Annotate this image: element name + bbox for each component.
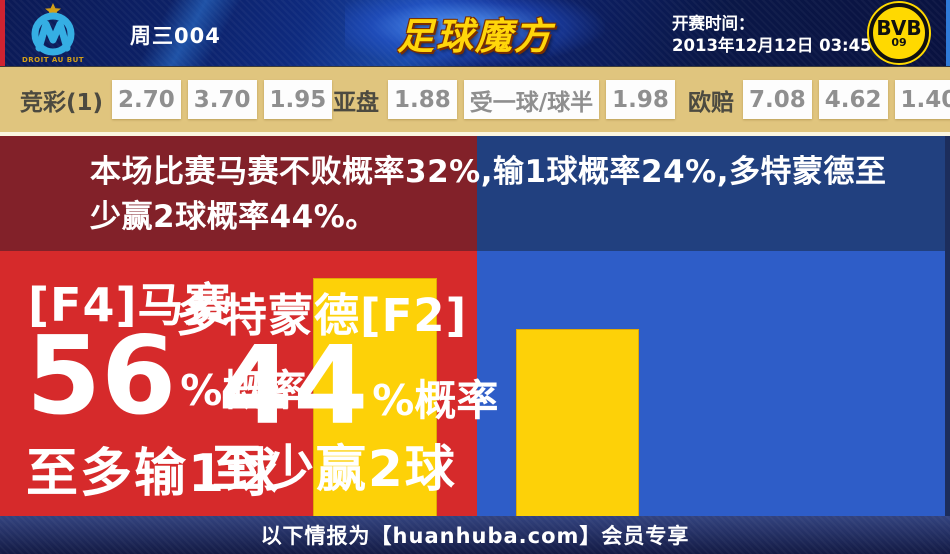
odds-value-jingcai-away: 1.95 — [264, 80, 333, 119]
content-area: 本场比赛马赛不败概率32%,输1球概率24%,多特蒙德至 少赢2球概率44%。 … — [0, 136, 950, 516]
odds-value-jingcai-home: 2.70 — [112, 80, 181, 119]
header-left-red-stripe — [0, 0, 5, 66]
marseille-motto: DROIT AU BUT — [22, 56, 84, 64]
odds-value-jingcai-draw: 3.70 — [188, 80, 257, 119]
odds-group-asian-handicap: 亚盘 1.88 受一球/球半 1.98 — [333, 67, 682, 132]
footer: 以下情报为【huanhuba.com】会员专享 — [0, 516, 950, 554]
away-percent-value: 44 — [218, 339, 368, 434]
odds-value-handicap-away: 1.98 — [606, 80, 675, 119]
odds-value-handicap-line: 受一球/球半 — [464, 80, 599, 119]
site-logo-text: 足球魔方 — [397, 6, 553, 60]
odds-label-asian-handicap: 亚盘 — [333, 83, 379, 117]
odds-value-european-draw: 4.62 — [819, 80, 888, 119]
odds-bar: 竞彩(1) 2.70 3.70 1.95 亚盘 1.88 受一球/球半 1.98… — [0, 67, 950, 132]
dortmund-crest-text: BVB — [876, 19, 921, 37]
summary-line-2: 少赢2球概率44%。 — [90, 195, 890, 240]
match-number-label: 周三004 — [130, 20, 221, 50]
away-probability-bar — [516, 329, 639, 516]
site-logo: 足球魔方 — [345, 0, 605, 66]
header-right-blue-stripe — [946, 0, 950, 66]
odds-label-jingcai: 竞彩(1) — [20, 83, 103, 117]
odds-value-handicap-home: 1.88 — [388, 80, 457, 119]
home-percent-value: 56 — [26, 329, 176, 424]
dortmund-crest-icon: BVB 09 — [869, 3, 929, 63]
footer-membership-text: 以下情报为【huanhuba.com】会员专享 — [261, 520, 690, 550]
kickoff-time: 开赛时间： 2013年12月12日 03:45 — [672, 13, 872, 57]
away-outcome-label: 至少赢2球 — [212, 429, 457, 501]
odds-value-european-away: 1.40 — [895, 80, 950, 119]
probability-panels: [F4]马赛 56 %概率 至多输1球 多特蒙德[F2] 44 %概率 至少赢2… — [0, 251, 950, 516]
kickoff-label: 开赛时间： — [672, 13, 872, 35]
odds-group-european: 欧赔 7.08 4.62 1.40 — [688, 67, 950, 132]
kickoff-datetime: 2013年12月12日 03:45 — [672, 35, 872, 57]
away-percent-row: 44 %概率 — [218, 339, 498, 434]
odds-group-jingcai: 竞彩(1) 2.70 3.70 1.95 — [20, 67, 339, 132]
summary-line-1: 本场比赛马赛不败概率32%,输1球概率24%,多特蒙德至 — [90, 150, 890, 195]
odds-value-european-home: 7.08 — [743, 80, 812, 119]
away-percent-suffix: %概率 — [372, 367, 498, 434]
dortmund-crest-year: 09 — [891, 37, 906, 48]
marseille-crest-icon: DROIT AU BUT — [16, 2, 90, 64]
right-edge-stripe — [945, 136, 950, 516]
match-summary-text: 本场比赛马赛不败概率32%,输1球概率24%,多特蒙德至 少赢2球概率44%。 — [90, 150, 890, 240]
header: DROIT AU BUT 周三004 足球魔方 开赛时间： 2013年12月12… — [0, 0, 950, 67]
odds-label-european: 欧赔 — [688, 83, 734, 117]
